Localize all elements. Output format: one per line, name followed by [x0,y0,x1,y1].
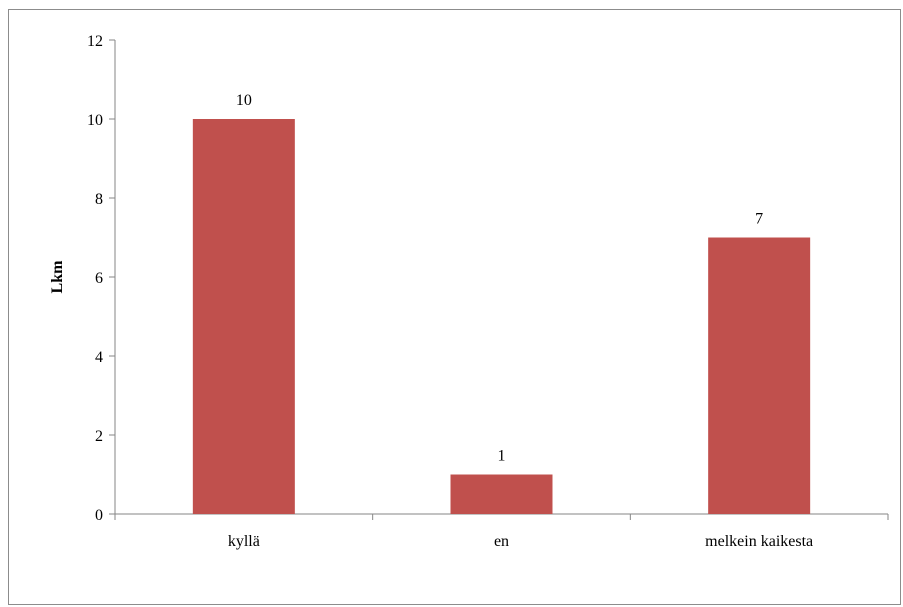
y-tick-label: 8 [95,191,103,208]
x-axis-ticks: kyllä en melkein kaikesta [114,514,889,550]
data-label-1: 1 [498,448,506,465]
x-tick-label-1: en [494,533,509,550]
y-axis-ticks: 0 2 4 6 8 10 12 [87,33,115,524]
x-tick-label-2: melkein kaikesta [705,533,813,550]
y-tick-label: 6 [95,270,103,287]
bar-0 [192,119,295,514]
data-label-2: 7 [755,211,763,228]
y-axis-label: Lkm [49,260,66,294]
bar-1 [450,474,553,514]
y-tick-label: 2 [95,428,103,445]
y-tick-label: 0 [95,507,103,524]
y-tick-label: 10 [87,112,103,129]
y-tick-label: 4 [95,349,103,366]
data-label-0: 10 [236,92,252,109]
y-tick-label: 12 [87,33,103,50]
data-labels: 10 1 7 [236,92,763,465]
bars [192,119,811,514]
x-tick-label-0: kyllä [228,533,260,550]
bar-2 [708,237,811,514]
